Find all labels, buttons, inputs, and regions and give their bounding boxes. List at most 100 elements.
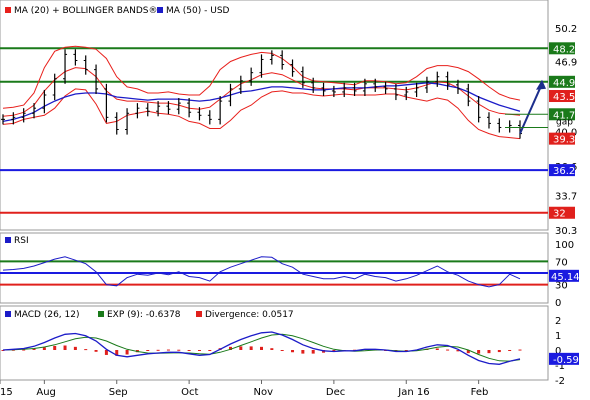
divergence-bar <box>404 350 408 351</box>
divergence-bar <box>104 350 108 355</box>
x-tick-label: Feb <box>471 387 489 398</box>
divergence-bar <box>291 350 295 353</box>
divergence-bar <box>22 349 26 351</box>
price-label-text: 39.3 <box>553 135 575 146</box>
divergence-bar <box>228 346 232 350</box>
price-label-text: 36.2 <box>553 166 575 177</box>
divergence-bar <box>187 350 191 351</box>
divergence-bar <box>518 349 522 351</box>
price-label-box <box>549 90 575 103</box>
divergence-bar <box>53 345 57 350</box>
macd-y-tick: -1 <box>555 361 565 372</box>
price-label-box <box>549 132 575 145</box>
divergence-bar <box>270 348 274 350</box>
price-label-text: 48.2 <box>553 44 575 55</box>
projection-arrow-line <box>519 83 543 134</box>
rsi-y-tick: 0 <box>555 298 561 309</box>
price-legend: MA (20) + BOLLINGER BANDS® MA (50) - USD <box>5 6 230 16</box>
macd-y-tick: -2 <box>555 376 565 387</box>
rsi-y-tick: 100 <box>555 240 574 251</box>
price-y-tick: 50.2 <box>555 24 577 35</box>
rsi-label-box <box>549 269 579 282</box>
divergence-bar <box>301 350 305 354</box>
macd-y-tick: 2 <box>555 316 561 327</box>
price-label-box <box>549 42 575 55</box>
rsi-y-tick: 70 <box>555 257 568 268</box>
exp-legend-label: EXP (9): -0.6378 <box>107 310 181 320</box>
divergence-bar <box>280 350 284 351</box>
divergence-bar <box>435 348 439 350</box>
x-tick-label: Aug <box>36 387 56 398</box>
price-label-text: 32 <box>553 209 566 220</box>
divergence-legend-swatch <box>196 311 202 317</box>
price-panel: 50.246.940.036.633.730.348.244.943.541.7… <box>0 24 577 237</box>
divergence-bar <box>466 350 470 354</box>
upper-bollinger-band <box>2 45 521 109</box>
divergence-bar <box>32 348 36 350</box>
ma50-legend-label: MA (50) - USD <box>166 6 230 16</box>
divergence-bar <box>260 346 263 350</box>
price-y-tick: 46.9 <box>555 57 577 68</box>
divergence-bar <box>446 349 450 351</box>
divergence-bar <box>208 350 212 351</box>
rsi-legend-label: RSI <box>14 236 29 246</box>
x-tick-label: Nov <box>254 387 274 398</box>
divergence-bar <box>73 346 77 350</box>
gap-label: gap <box>556 117 573 127</box>
macd-legend-swatch <box>5 311 11 317</box>
price-label-text: 43.5 <box>553 92 575 103</box>
rsi-legend: RSI <box>5 236 29 246</box>
rsi-panel-frame <box>0 232 549 304</box>
macd-legend-label: MACD (26, 12) <box>14 310 80 320</box>
x-tick-label: Dec <box>326 387 345 398</box>
exp-legend-swatch <box>98 311 104 317</box>
divergence-bar <box>477 350 481 354</box>
divergence-bar <box>94 350 98 352</box>
macd-y-tick: 0 <box>555 346 561 357</box>
divergence-bar <box>332 350 336 352</box>
price-label-box <box>549 108 575 121</box>
rsi-legend-swatch <box>5 237 11 243</box>
macd-label-box <box>549 352 579 365</box>
price-label-box <box>549 206 575 219</box>
divergence-bar <box>497 350 501 353</box>
macd-legend: MACD (26, 12) EXP (9): -0.6378 Divergenc… <box>5 310 294 320</box>
macd-panel-frame <box>0 305 549 381</box>
lower-bollinger-band <box>2 88 521 140</box>
divergence-bar <box>42 347 46 350</box>
divergence-bar <box>166 349 170 351</box>
price-y-tick: 30.3 <box>555 226 577 237</box>
rsi-panel: 100705030045.14 <box>0 240 580 309</box>
divergence-bar <box>1 350 5 351</box>
price-label-box <box>549 75 575 88</box>
price-label-text: 41.7 <box>553 110 575 121</box>
ma20-legend-label: MA (20) + BOLLINGER BANDS® <box>14 6 158 16</box>
rsi-line <box>2 256 521 288</box>
divergence-bar <box>11 349 15 351</box>
ma20-legend-swatch <box>5 7 11 13</box>
price-y-tick: 33.7 <box>555 191 577 202</box>
ma50-line <box>2 82 521 123</box>
divergence-legend-label: Divergence: 0.0517 <box>205 310 294 320</box>
projection-arrow-head <box>536 79 546 90</box>
divergence-bar <box>456 350 460 352</box>
price-panel-frame <box>0 0 549 231</box>
rsi-label-text: 45.14 <box>551 272 580 283</box>
ma50-legend-swatch <box>157 7 163 13</box>
macd-label-text: -0.59 <box>553 355 579 366</box>
x-tick-label: 15 <box>0 387 13 398</box>
divergence-bar <box>487 350 491 354</box>
divergence-bar <box>115 350 119 356</box>
divergence-bar <box>125 350 129 355</box>
macd-panel: 2 1 0 -1 -2 -0.59 <box>1 316 579 387</box>
divergence-bar <box>156 349 160 351</box>
price-label-box <box>549 164 575 177</box>
divergence-bar <box>146 350 150 351</box>
divergence-bar <box>239 346 243 350</box>
macd-y-tick: 1 <box>555 331 561 342</box>
divergence-bar <box>249 346 253 350</box>
x-tick-label: Oct <box>181 387 198 398</box>
divergence-bar <box>197 350 201 351</box>
x-tick-label: Jan 16 <box>397 387 429 398</box>
